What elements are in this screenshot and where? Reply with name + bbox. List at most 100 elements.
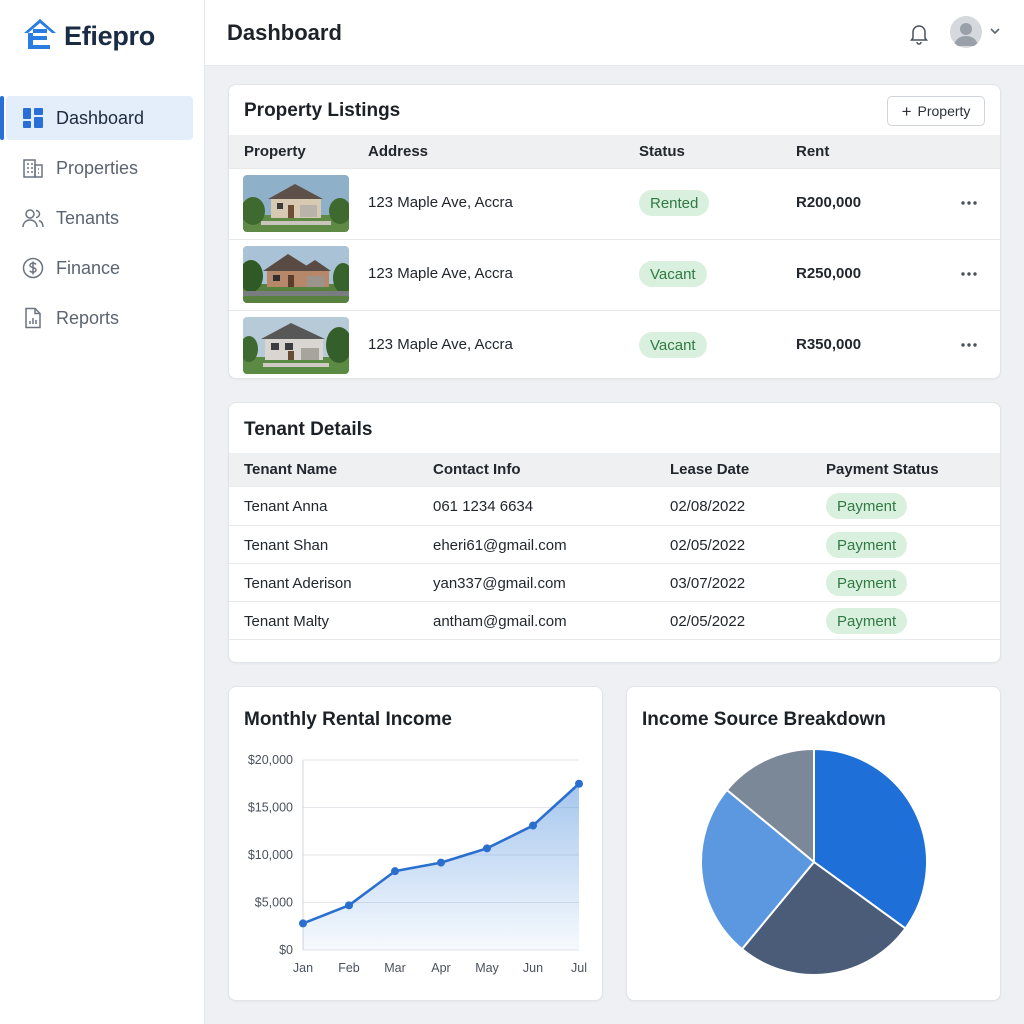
y-tick-label: $10,000 [248,848,293,862]
table-row[interactable]: 123 Maple Ave, Accra Rented R200,000 [229,168,1000,239]
x-tick-label: Jun [523,961,543,975]
tenant-name: Tenant Anna [244,498,328,515]
income-breakdown-card: Income Source Breakdown [626,686,1001,1001]
data-point[interactable] [299,919,307,928]
payment-status-badge: Payment [826,493,908,519]
card-title: Property Listings [244,100,401,121]
more-options-icon[interactable] [957,333,981,357]
property-thumbnail [243,175,349,232]
lease-date: 02/08/2022 [670,498,746,515]
sidebar-item-label: Properties [56,157,139,178]
table-row[interactable]: Tenant Anna 061 1234 6634 02/08/2022 Pay… [229,486,1000,525]
pie-slice[interactable] [700,788,816,951]
sidebar-item-label: Dashboard [56,107,145,128]
top-header: Dashboard [205,0,1024,66]
tenant-contact: yan337@gmail.com [433,575,566,592]
sidebar-item-properties[interactable]: Properties [6,146,193,190]
data-point[interactable] [529,821,537,830]
rent-value: R250,000 [796,265,862,282]
status-badge: Rented [639,190,710,216]
data-point[interactable] [437,858,445,867]
tenant-name: Tenant Shan [244,537,329,554]
pie-slice[interactable] [740,860,907,976]
column-header: Contact Info [433,461,521,478]
column-header: Status [639,143,685,160]
monthly-income-card: Monthly Rental Income $0 $5,000 $10,000 $15… [228,686,603,1001]
tenant-name: Tenant Aderison [244,575,352,592]
rent-value: R350,000 [796,336,862,353]
rent-value: R200,000 [796,194,862,211]
property-listings-card: Property Listings + Property Property Ad… [228,84,1001,379]
tenant-name: Tenant Malty [244,613,330,630]
brand[interactable]: Efiepro [22,16,155,57]
sidebar-item-label: Finance [56,257,121,278]
payment-status-badge: Payment [826,608,908,634]
sidebar-item-label: Reports [56,307,120,328]
property-thumbnail [243,317,349,374]
brand-name: Efiepro [64,21,155,51]
property-address: 123 Maple Ave, Accra [368,194,513,211]
x-tick-label: Feb [338,961,360,975]
bell-icon[interactable] [907,21,931,45]
chart-title: Income Source Breakdown [642,709,886,730]
sidebar-item-finance[interactable]: Finance [6,246,193,290]
column-header: Property [244,143,306,160]
pie-slice[interactable] [725,747,815,865]
y-tick-label: $15,000 [248,801,293,815]
dollar-icon [22,257,44,279]
report-icon [22,307,44,329]
table-row[interactable]: 123 Maple Ave, Accra Vacant R250,000 [229,239,1000,310]
x-tick-label: Jul [571,961,587,975]
plus-icon: + [901,101,912,121]
data-point[interactable] [345,901,353,910]
sidebar-item-label: Tenants [56,207,120,228]
add-property-label: Property [917,103,971,119]
payment-status-badge: Payment [826,532,908,558]
x-tick-label: Apr [431,961,450,975]
y-tick-label: $0 [279,943,293,957]
sidebar-item-reports[interactable]: Reports [6,296,193,340]
property-thumbnail [243,246,349,303]
data-point[interactable] [483,844,491,853]
x-tick-label: Mar [384,961,406,975]
status-badge: Vacant [639,332,707,358]
pie-slice[interactable] [813,747,928,930]
x-tick-label: Jan [293,961,313,975]
table-row[interactable]: Tenant Malty antham@gmail.com 02/05/2022… [229,601,1000,640]
sidebar: Efiepro Dashboard Propert [0,0,205,1024]
pie-chart [700,747,928,976]
table-footer [229,639,1000,662]
avatar[interactable] [950,16,982,48]
users-icon [22,207,44,229]
chart-title: Monthly Rental Income [244,709,452,730]
logo-icon [22,16,58,57]
more-options-icon[interactable] [957,191,981,215]
card-title: Tenant Details [244,419,373,440]
sidebar-nav: Dashboard Properties Tenants [0,96,205,346]
table-row[interactable]: 123 Maple Ave, Accra Vacant R350,000 [229,310,1000,378]
more-options-icon[interactable] [957,262,981,286]
tenant-contact: antham@gmail.com [433,613,567,630]
lease-date: 02/05/2022 [670,537,746,554]
data-point[interactable] [391,867,399,876]
building-icon [22,157,44,179]
payment-status-badge: Payment [826,570,908,596]
tenant-contact: eheri61@gmail.com [433,537,567,554]
tenant-contact: 061 1234 6634 [433,498,534,515]
table-header: Tenant Name Contact Info Lease Date Paym… [229,453,1000,486]
table-row[interactable]: Tenant Shan eheri61@gmail.com 02/05/2022… [229,525,1000,564]
data-point[interactable] [575,779,583,788]
column-header: Lease Date [670,461,750,478]
area-fill [303,783,579,950]
line-chart: $0 $5,000 $10,000 $15,000 $20,000 Jan Feb Mar Ap… [248,753,587,975]
add-property-button[interactable]: + Property [887,96,985,126]
table-header: Property Address Status Rent [229,135,1000,168]
y-tick-label: $20,000 [248,753,293,767]
table-row[interactable]: Tenant Aderison yan337@gmail.com 03/07/2… [229,563,1000,602]
chevron-down-icon[interactable] [988,24,1002,38]
sidebar-item-tenants[interactable]: Tenants [6,196,193,240]
tenant-details-card: Tenant Details Tenant Name Contact Info … [228,402,1001,663]
column-header: Payment Status [826,461,939,478]
sidebar-item-dashboard[interactable]: Dashboard [0,96,193,140]
page-title: Dashboard [227,20,342,45]
